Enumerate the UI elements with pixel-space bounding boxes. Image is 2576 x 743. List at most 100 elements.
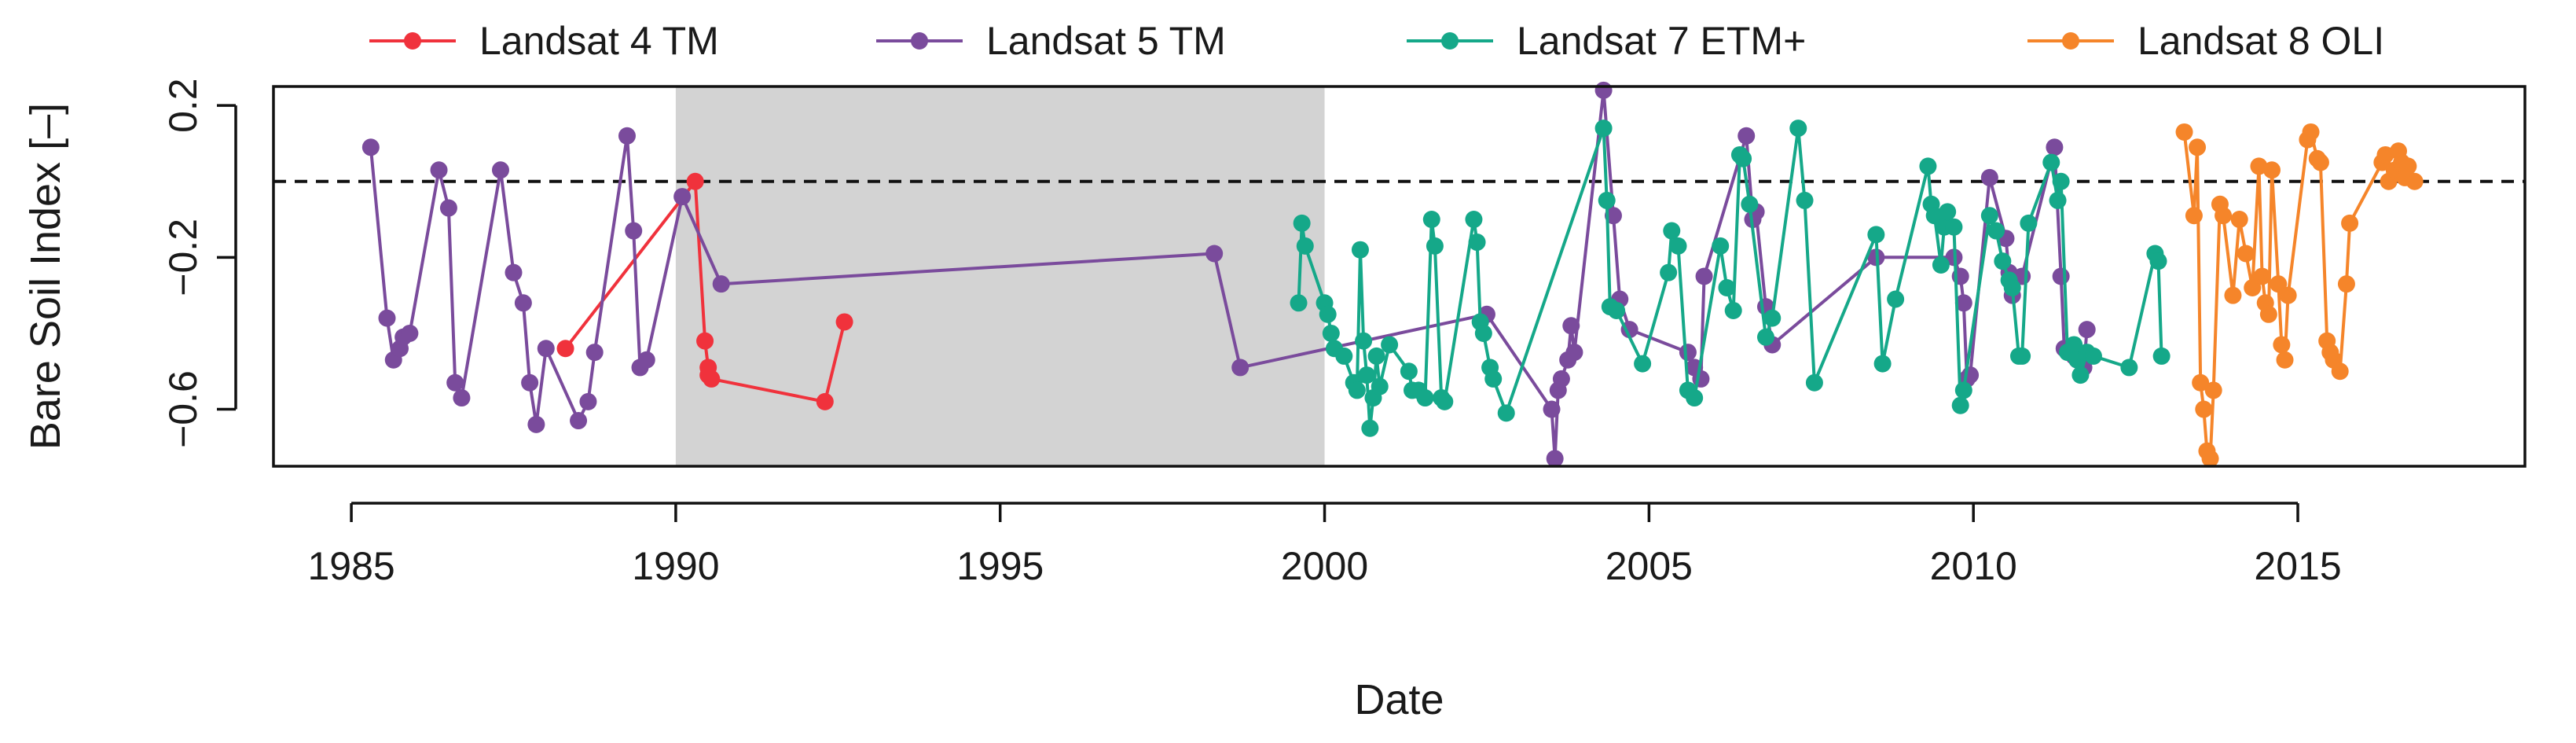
plot-frame [272, 85, 2526, 468]
data-point-landsat-5-tm [1565, 344, 1583, 362]
series-landsat-7-etm [1290, 120, 2171, 437]
data-point-landsat-5-tm [446, 373, 464, 392]
data-point-landsat-7-etm [1358, 366, 1376, 384]
data-point-landsat-5-tm [618, 127, 636, 145]
data-point-landsat-7-etm [1686, 389, 1704, 407]
data-point-landsat-8-oli [2185, 207, 2203, 225]
data-point-landsat-7-etm [1712, 237, 1730, 255]
data-point-landsat-7-etm [1919, 157, 1937, 175]
data-point-landsat-8-oli [2201, 450, 2219, 468]
data-point-landsat-7-etm [1293, 214, 1311, 232]
data-point-landsat-7-etm [2071, 366, 2090, 384]
data-point-landsat-5-tm [1562, 317, 1580, 335]
data-point-landsat-7-etm [1400, 362, 1418, 381]
data-point-landsat-5-tm [378, 309, 396, 327]
data-point-landsat-8-oli [2195, 400, 2213, 418]
data-point-landsat-7-etm [1756, 328, 1774, 346]
data-point-landsat-4-tm [703, 370, 721, 388]
data-point-landsat-7-etm [1954, 381, 1972, 399]
legend-label-landsat-7-etm: Landsat 7 ETM+ [1517, 19, 1806, 63]
data-point-landsat-4-tm [816, 392, 834, 410]
data-point-landsat-7-etm [1351, 241, 1369, 259]
data-point-landsat-7-etm [1925, 207, 1943, 225]
data-point-landsat-8-oli [2215, 207, 2233, 225]
x-tick-label: 2010 [1930, 544, 2017, 588]
data-point-landsat-7-etm [1371, 377, 1389, 395]
data-point-landsat-7-etm [1381, 336, 1399, 354]
data-point-landsat-8-oli [2311, 153, 2329, 171]
data-point-landsat-7-etm [1994, 252, 2012, 270]
data-point-landsat-4-tm [686, 172, 704, 190]
series-line-landsat-7-etm [1297, 127, 2163, 430]
data-point-landsat-5-tm [1679, 344, 1697, 362]
data-point-landsat-5-tm [1692, 370, 1710, 388]
data-point-landsat-7-etm [1789, 120, 1807, 138]
data-point-landsat-5-tm [2052, 267, 2070, 285]
data-point-landsat-4-tm [556, 340, 574, 358]
data-point-landsat-8-oli [2262, 161, 2281, 179]
data-point-landsat-7-etm [1867, 226, 1885, 244]
data-point-landsat-7-etm [1497, 404, 1515, 422]
data-point-landsat-7-etm [2020, 214, 2038, 232]
data-point-landsat-8-oli [2276, 351, 2294, 369]
data-point-landsat-7-etm [2013, 347, 2031, 365]
data-point-landsat-5-tm [2078, 321, 2096, 339]
data-point-landsat-5-tm [453, 389, 471, 407]
series-landsat-4-tm [556, 172, 853, 410]
data-point-landsat-7-etm [1932, 256, 1950, 274]
legend-swatch-marker-landsat-4-tm [404, 32, 421, 50]
data-point-landsat-7-etm [1367, 347, 1385, 365]
data-point-landsat-5-tm [1552, 370, 1570, 388]
data-point-landsat-5-tm [537, 340, 555, 358]
data-point-landsat-8-oli [2270, 275, 2288, 293]
data-point-landsat-7-etm [1945, 218, 1963, 236]
data-point-landsat-7-etm [1763, 309, 1782, 327]
data-point-landsat-8-oli [2259, 305, 2277, 323]
data-point-landsat-4-tm [835, 313, 853, 331]
data-point-landsat-8-oli [2189, 138, 2207, 156]
data-point-landsat-5-tm [361, 138, 380, 156]
y-tick-label: 0.2 [161, 78, 205, 133]
data-point-landsat-8-oli [2175, 123, 2193, 141]
data-point-landsat-8-oli [2237, 245, 2255, 263]
data-point-landsat-7-etm [1608, 301, 1626, 319]
data-point-landsat-5-tm [1604, 207, 1622, 225]
data-point-landsat-7-etm [1718, 278, 1736, 296]
legend: Landsat 4 TM Landsat 5 TM Landsat 7 ETM+ La… [369, 19, 2384, 63]
data-point-landsat-5-tm [570, 412, 588, 430]
data-point-landsat-7-etm [1322, 324, 1340, 342]
data-point-landsat-7-etm [1634, 355, 1652, 373]
series-layer [361, 81, 2424, 468]
legend-item-landsat-7-etm: Landsat 7 ETM+ [1407, 19, 1806, 63]
x-tick-label: 2000 [1281, 544, 1368, 588]
y-tick-label: −0.6 [161, 370, 205, 448]
data-point-landsat-7-etm [2049, 191, 2067, 209]
y-axis-title: Bare Soil Index [–] [22, 103, 69, 450]
legend-swatch-marker-landsat-8-oli [2062, 32, 2079, 50]
data-point-landsat-7-etm [2042, 153, 2060, 171]
data-point-landsat-7-etm [1355, 332, 1373, 350]
legend-label-landsat-8-oli: Landsat 8 OLI [2137, 19, 2384, 63]
data-point-landsat-7-etm [1660, 263, 1678, 281]
x-tick-label: 1985 [307, 544, 394, 588]
data-point-landsat-7-etm [1741, 195, 1759, 213]
data-point-landsat-7-etm [2052, 172, 2070, 190]
data-point-landsat-7-etm [1669, 237, 1687, 255]
data-point-landsat-8-oli [2279, 286, 2297, 304]
data-point-landsat-8-oli [2250, 157, 2268, 175]
data-point-landsat-8-oli [2244, 278, 2262, 296]
data-point-landsat-7-etm [1416, 389, 1434, 407]
data-point-landsat-7-etm [1594, 120, 1613, 138]
data-point-landsat-7-etm [1348, 381, 1366, 399]
data-point-landsat-4-tm [696, 332, 714, 350]
data-point-landsat-7-etm [1436, 392, 1454, 410]
data-point-landsat-7-etm [1598, 191, 1616, 209]
data-point-landsat-7-etm [1422, 211, 1440, 229]
data-point-landsat-7-etm [1290, 294, 1308, 312]
data-point-landsat-5-tm [1543, 400, 1561, 418]
data-point-landsat-5-tm [430, 161, 448, 179]
x-axis-title: Date [1354, 676, 1444, 723]
x-tick-label: 1990 [632, 544, 719, 588]
data-point-landsat-7-etm [2120, 359, 2138, 377]
data-point-landsat-5-tm [673, 188, 692, 206]
